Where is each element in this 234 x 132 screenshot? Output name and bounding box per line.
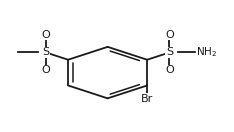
Text: O: O	[165, 30, 174, 40]
Text: S: S	[166, 48, 173, 57]
Text: NH$_2$: NH$_2$	[196, 46, 217, 59]
Text: Br: Br	[141, 94, 153, 104]
Text: O: O	[41, 30, 50, 40]
Text: S: S	[42, 48, 49, 57]
Text: O: O	[41, 65, 50, 75]
Text: O: O	[165, 65, 174, 75]
